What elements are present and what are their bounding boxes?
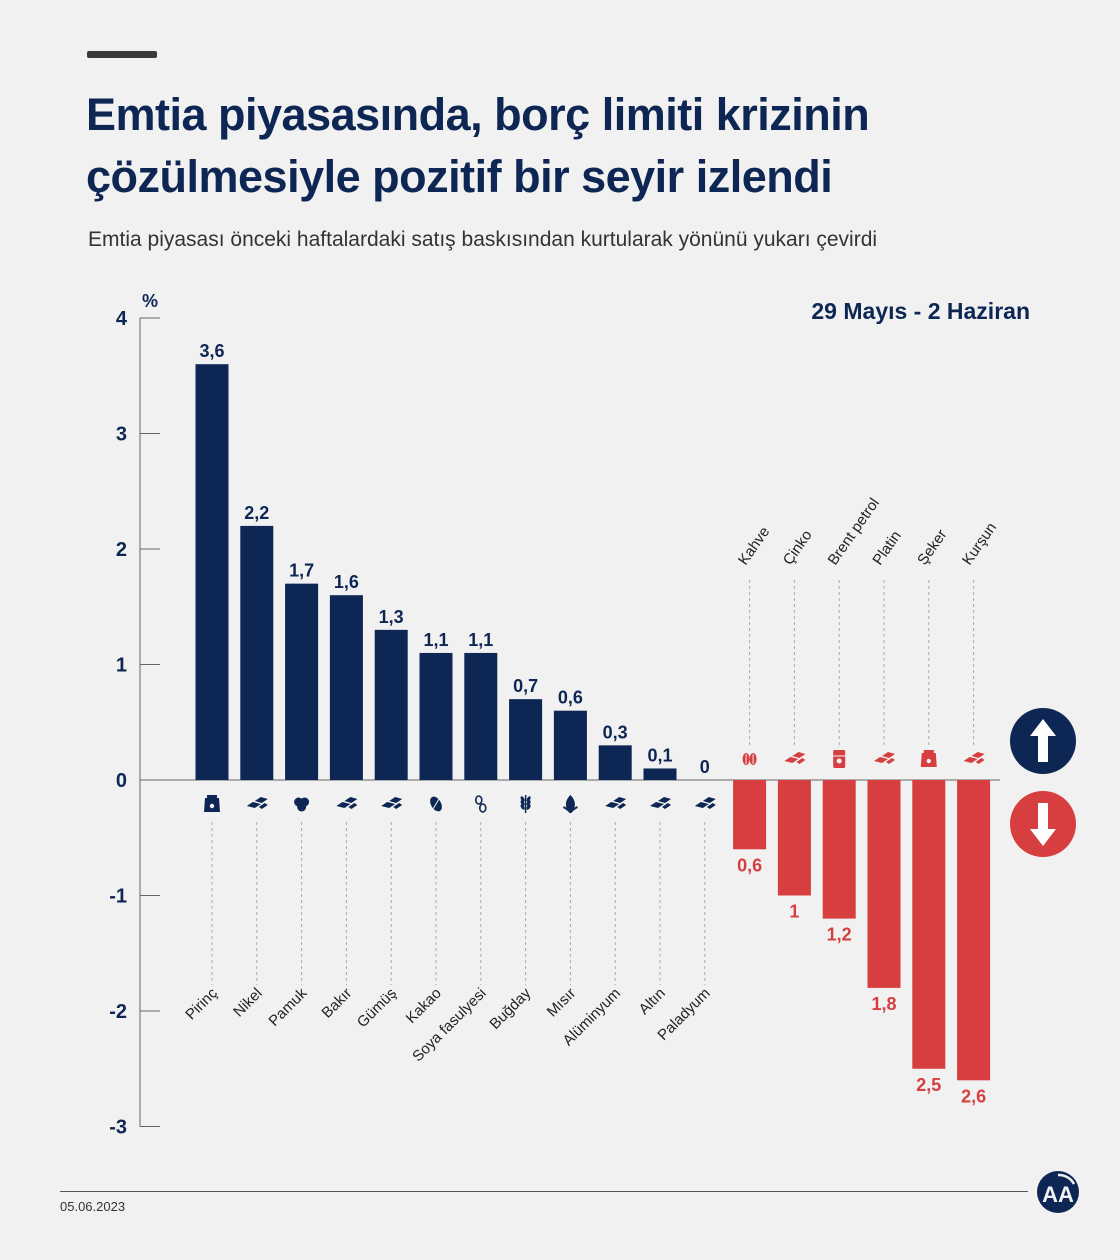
bar-15 — [867, 780, 901, 988]
category-label-12: Kahve — [735, 524, 773, 569]
metal-bars-icon — [336, 797, 358, 809]
category-label-8: Mısır — [544, 985, 580, 1021]
arrow-down-icon — [1010, 791, 1076, 857]
y-tick-label: -2 — [109, 1001, 127, 1023]
bar-7 — [509, 699, 543, 780]
page-title: Emtia piyasasında, borç limiti krizinin … — [86, 84, 1066, 208]
y-tick-label: 2 — [116, 539, 127, 561]
metal-bars-icon — [605, 797, 627, 809]
bar-17 — [957, 780, 991, 1081]
bar-9 — [598, 745, 632, 780]
bar-4 — [374, 629, 408, 780]
date-range: 29 Mayıs - 2 Haziran — [811, 298, 1030, 324]
bar-6 — [464, 652, 498, 780]
bar-chart: % 4 3 2 1 0 -1 -2 -3 3,6 Pirinç 2,2 Nikel 1,7 Pamuk 1,6… — [109, 291, 1076, 1139]
bar-5 — [419, 652, 453, 780]
category-label-0: Pirinç — [182, 984, 221, 1023]
value-label-11: 0 — [700, 757, 710, 777]
category-label-10: Altın — [636, 985, 669, 1018]
category-label-3: Bakır — [318, 985, 355, 1022]
value-label-10: 0,1 — [647, 745, 672, 765]
value-label-6: 1,1 — [468, 630, 493, 650]
arrow-up-shape — [1030, 719, 1056, 762]
y-tick-label: 1 — [116, 655, 127, 677]
value-label-16: 2,5 — [916, 1075, 941, 1095]
arrow-down-shape — [1030, 803, 1056, 846]
sugar-sack-icon — [920, 750, 937, 767]
footer-rule — [60, 1191, 1028, 1192]
y-axis-label: % — [142, 291, 158, 311]
category-label-15: Platin — [869, 528, 904, 568]
metal-bars-icon — [650, 797, 671, 809]
corn-icon — [562, 795, 578, 814]
y-tick-label: 0 — [116, 770, 127, 792]
category-label-13: Çinko — [780, 527, 816, 568]
category-label-7: Buğday — [486, 984, 534, 1032]
value-label-13: 1 — [789, 902, 799, 922]
y-tick-label: 3 — [116, 424, 127, 446]
bar-14 — [822, 780, 856, 919]
bar-10 — [643, 768, 677, 780]
bar-3 — [329, 595, 363, 780]
metal-bars-icon — [784, 752, 806, 764]
cotton-icon — [294, 797, 310, 812]
value-label-9: 0,3 — [603, 722, 628, 742]
bar-1 — [240, 525, 274, 780]
bar-0 — [195, 364, 229, 780]
category-label-1: Nikel — [230, 985, 266, 1021]
value-label-17: 2,6 — [961, 1086, 986, 1106]
value-label-2: 1,7 — [289, 561, 314, 581]
oil-barrel-icon — [833, 750, 846, 768]
metal-bars-icon — [694, 797, 716, 809]
category-label-2: Pamuk — [265, 984, 310, 1029]
y-tick-label: 4 — [116, 308, 128, 330]
top-rule — [87, 51, 157, 58]
value-label-7: 0,7 — [513, 676, 538, 696]
value-label-8: 0,6 — [558, 688, 583, 708]
category-label-5: Kakao — [403, 985, 445, 1027]
subtitle: Emtia piyasası önceki haftalardaki satış… — [88, 228, 878, 251]
metal-bars-icon — [381, 797, 403, 809]
value-label-3: 1,6 — [334, 572, 359, 592]
metal-bars-icon — [874, 752, 895, 764]
category-label-16: Şeker — [914, 526, 950, 568]
metal-bars-icon — [246, 797, 268, 809]
y-tick-label: -1 — [109, 886, 127, 908]
metal-bars-icon — [963, 752, 985, 764]
bar-8 — [553, 710, 587, 780]
bar-16 — [912, 780, 946, 1069]
rice-sack-icon — [204, 795, 220, 812]
bar-13 — [777, 780, 811, 896]
value-label-12: 0,6 — [737, 855, 762, 875]
bar-2 — [285, 583, 319, 780]
soybean-icon — [474, 795, 487, 813]
value-label-5: 1,1 — [423, 630, 448, 650]
aa-logo-icon: AA — [1037, 1171, 1079, 1213]
footer-date: 05.06.2023 — [60, 1199, 126, 1214]
value-label-15: 1,8 — [871, 994, 896, 1014]
logo-text: AA — [1042, 1182, 1074, 1207]
arrow-up-icon — [1010, 708, 1076, 774]
bar-12 — [733, 780, 767, 850]
coffee-bean-icon — [742, 753, 757, 765]
value-label-4: 1,3 — [379, 607, 404, 627]
title-line-2: çözülmesiyle pozitif bir seyir izlendi — [86, 151, 833, 202]
wheat-icon — [520, 795, 531, 813]
value-label-0: 3,6 — [199, 341, 224, 361]
category-label-4: Gümüş — [354, 985, 400, 1031]
category-label-17: Kurşun — [959, 520, 1000, 569]
title-line-1: Emtia piyasasında, borç limiti krizinin — [86, 89, 870, 140]
cocoa-icon — [430, 796, 442, 812]
y-tick-label: -3 — [109, 1117, 127, 1139]
value-label-1: 2,2 — [244, 503, 269, 523]
value-label-14: 1,2 — [827, 925, 852, 945]
